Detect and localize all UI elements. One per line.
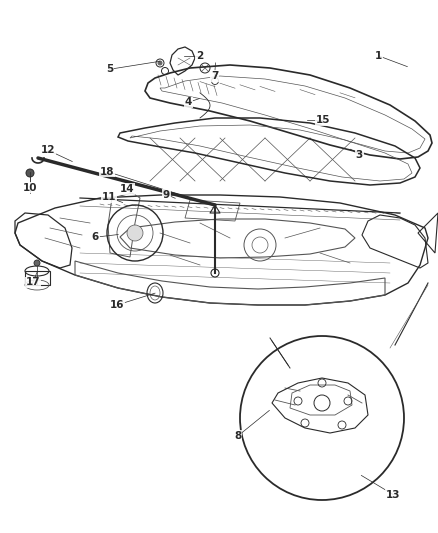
Text: 11: 11 xyxy=(101,192,116,202)
Text: 8: 8 xyxy=(234,431,241,441)
Text: 5: 5 xyxy=(106,64,113,74)
Text: 9: 9 xyxy=(163,190,170,199)
Text: 12: 12 xyxy=(41,146,56,155)
Text: 4: 4 xyxy=(185,98,192,107)
Text: 7: 7 xyxy=(211,71,218,80)
Text: 13: 13 xyxy=(386,490,401,499)
Text: 17: 17 xyxy=(25,278,40,287)
Text: 10: 10 xyxy=(22,183,37,192)
Text: 16: 16 xyxy=(110,300,125,310)
Text: 6: 6 xyxy=(92,232,99,242)
Text: 3: 3 xyxy=(356,150,363,159)
Text: 14: 14 xyxy=(120,184,134,193)
Text: 2: 2 xyxy=(196,51,203,61)
Text: 15: 15 xyxy=(316,115,331,125)
Circle shape xyxy=(26,169,34,177)
Text: 1: 1 xyxy=(375,51,382,61)
Circle shape xyxy=(158,61,162,65)
Circle shape xyxy=(34,260,40,266)
Text: 18: 18 xyxy=(100,167,115,176)
Circle shape xyxy=(127,225,143,241)
